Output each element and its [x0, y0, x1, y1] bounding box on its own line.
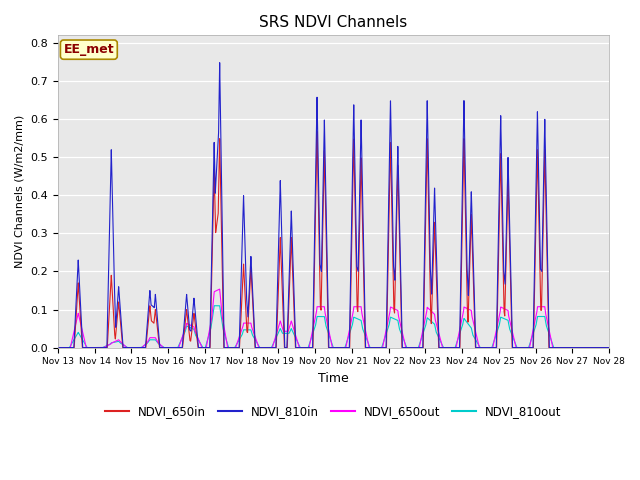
Line: NDVI_810out: NDVI_810out — [58, 306, 609, 348]
NDVI_650in — [313, 129, 321, 134]
NDVI_650in — [604, 345, 612, 350]
Line: NDVI_810in: NDVI_810in — [58, 63, 609, 348]
NDVI_650in — [605, 345, 613, 350]
NDVI_650out — [533, 309, 541, 315]
NDVI_810out — [604, 345, 612, 350]
NDVI_650in — [406, 345, 413, 350]
Y-axis label: NDVI Channels (W/m2/mm): NDVI Channels (W/m2/mm) — [15, 115, 25, 268]
NDVI_650out — [604, 345, 612, 350]
NDVI_810in — [302, 345, 310, 350]
NDVI_650out — [302, 345, 310, 350]
NDVI_810out — [533, 317, 541, 323]
NDVI_810out — [548, 340, 556, 346]
NDVI_810in — [406, 345, 413, 350]
NDVI_810in — [54, 345, 62, 350]
NDVI_810in — [548, 345, 556, 350]
NDVI_650in — [598, 345, 605, 350]
NDVI_810out — [605, 345, 613, 350]
Line: NDVI_650out: NDVI_650out — [58, 289, 609, 348]
Line: NDVI_650in: NDVI_650in — [58, 132, 609, 348]
NDVI_650out — [406, 345, 413, 350]
NDVI_810out — [406, 345, 413, 350]
NDVI_810in — [598, 345, 605, 350]
NDVI_810out — [211, 303, 218, 309]
NDVI_650out — [605, 345, 613, 350]
Text: EE_met: EE_met — [63, 43, 114, 56]
Title: SRS NDVI Channels: SRS NDVI Channels — [259, 15, 408, 30]
NDVI_650out — [216, 286, 223, 292]
NDVI_810in — [216, 60, 223, 66]
NDVI_650in — [54, 345, 62, 350]
Legend: NDVI_650in, NDVI_810in, NDVI_650out, NDVI_810out: NDVI_650in, NDVI_810in, NDVI_650out, NDV… — [100, 400, 566, 423]
NDVI_650in — [533, 174, 541, 180]
NDVI_810out — [302, 345, 310, 350]
NDVI_650out — [548, 342, 556, 348]
NDVI_810in — [605, 345, 613, 350]
NDVI_810in — [604, 345, 612, 350]
NDVI_810in — [533, 138, 541, 144]
NDVI_650in — [302, 345, 310, 350]
NDVI_650in — [548, 345, 556, 350]
NDVI_650out — [598, 345, 605, 350]
NDVI_810out — [598, 345, 605, 350]
NDVI_810out — [54, 345, 62, 350]
NDVI_650out — [54, 345, 62, 350]
X-axis label: Time: Time — [318, 372, 349, 385]
